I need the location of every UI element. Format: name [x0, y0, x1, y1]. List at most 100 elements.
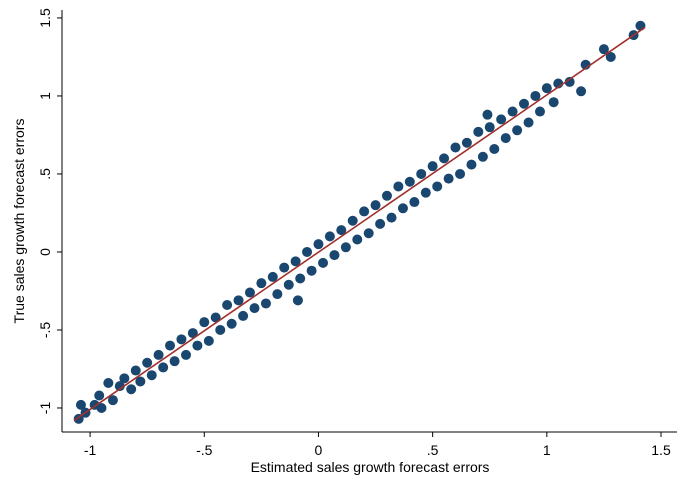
scatter-point — [114, 381, 125, 392]
scatter-point — [461, 137, 472, 148]
scatter-point — [199, 317, 210, 328]
scatter-point — [507, 106, 518, 117]
y-tick-label: 1.5 — [37, 8, 53, 28]
x-axis-label: Estimated sales growth forecast errors — [251, 459, 490, 475]
scatter-point — [283, 279, 294, 290]
scatter-point — [427, 161, 438, 172]
scatter-point — [370, 200, 381, 211]
x-tick-label: 0 — [315, 442, 323, 458]
scatter-point — [210, 312, 221, 323]
scatter-point — [146, 370, 157, 381]
scatter-point — [103, 378, 114, 389]
x-tick-label: -.5 — [196, 442, 213, 458]
scatter-point — [598, 44, 609, 55]
scatter-point — [541, 83, 552, 94]
scatter-point — [272, 289, 283, 300]
scatter-point — [324, 231, 335, 242]
y-tick-label: .5 — [37, 168, 53, 180]
scatter-point — [222, 300, 233, 311]
scatter-point — [267, 271, 278, 282]
scatter-point — [306, 265, 317, 276]
scatter-point — [500, 133, 511, 144]
x-tick-label: 1.5 — [651, 442, 671, 458]
scatter-point — [420, 187, 431, 198]
scatter-point — [548, 97, 559, 108]
y-tick-label: 1 — [37, 92, 53, 100]
scatter-point — [363, 228, 374, 239]
scatter-point — [416, 168, 427, 179]
scatter-point — [512, 125, 523, 136]
scatter-point — [107, 395, 118, 406]
scatter-point — [135, 376, 146, 387]
scatter-point — [318, 257, 329, 268]
scatter-point — [249, 303, 260, 314]
scatter-point — [386, 212, 397, 223]
scatter-point — [477, 151, 488, 162]
scatter-point — [203, 335, 214, 346]
scatter-point — [443, 173, 454, 184]
scatter-point — [523, 117, 534, 128]
scatter-point — [473, 126, 484, 137]
scatter-point — [181, 349, 192, 360]
scatter-point — [466, 159, 477, 170]
scatter-point — [605, 51, 616, 62]
scatter-point — [450, 142, 461, 153]
scatter-point — [169, 356, 180, 367]
scatter-point — [482, 109, 493, 120]
scatter-point — [158, 362, 169, 373]
x-tick-label: 1 — [543, 442, 551, 458]
scatter-point — [576, 86, 587, 97]
scatter-point — [564, 76, 575, 87]
y-axis-label: True sales growth forecast errors — [11, 119, 27, 324]
scatter-point — [295, 273, 306, 284]
scatter-point — [142, 357, 153, 368]
scatter-point — [260, 298, 271, 309]
scatter-point — [404, 176, 415, 187]
scatter-point — [126, 384, 137, 395]
scatter-point — [176, 334, 187, 345]
scatter-point — [381, 190, 392, 201]
scatter-point — [192, 340, 203, 351]
scatter-point — [244, 287, 255, 298]
scatter-point — [130, 365, 141, 376]
scatter-point — [94, 390, 105, 401]
scatter-point — [279, 262, 290, 273]
scatter-point — [530, 90, 541, 101]
scatter-point — [75, 399, 86, 410]
x-tick-label: .5 — [427, 442, 439, 458]
scatter-point — [518, 98, 529, 109]
scatter-point — [302, 246, 313, 257]
scatter-point — [393, 181, 404, 192]
scatter-point — [375, 218, 386, 229]
scatter-point — [292, 295, 303, 306]
scatter-point — [313, 239, 324, 250]
scatter-point — [96, 402, 107, 413]
scatter-point — [352, 234, 363, 245]
scatter-point — [635, 20, 646, 31]
y-tick-label: 0 — [37, 248, 53, 256]
scatter-point — [336, 225, 347, 236]
y-tick-label: -1 — [37, 402, 53, 415]
scatter-point — [397, 203, 408, 214]
scatter-point — [347, 215, 358, 226]
scatter-point — [359, 206, 370, 217]
x-tick-label: -1 — [84, 442, 97, 458]
scatter-point — [215, 324, 226, 335]
scatter-point — [329, 250, 340, 261]
scatter-point — [534, 106, 545, 117]
y-tick-label: -.5 — [37, 322, 53, 339]
scatter-point — [233, 295, 244, 306]
scatter-point — [439, 153, 450, 164]
scatter-point — [455, 168, 466, 179]
scatter-point — [432, 181, 443, 192]
scatter-point — [290, 256, 301, 267]
scatter-point — [165, 340, 176, 351]
scatter-point — [496, 114, 507, 125]
scatter-point — [340, 242, 351, 253]
scatter-point — [119, 373, 130, 384]
scatter-point — [238, 310, 249, 321]
scatter-point — [489, 144, 500, 155]
scatter-point — [226, 318, 237, 329]
scatter-point — [153, 349, 164, 360]
